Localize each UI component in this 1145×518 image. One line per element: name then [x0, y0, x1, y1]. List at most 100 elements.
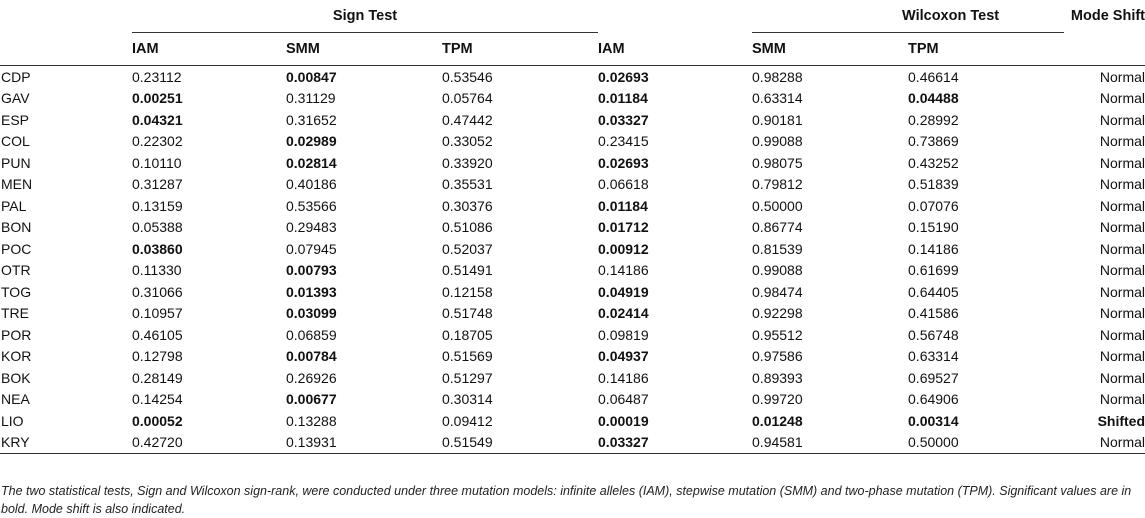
table-row: LIO 0.00052 0.13288 0.09412 0.00019 0.01248 0.…	[0, 410, 1145, 432]
wilcoxon-smm-value: 0.97586	[752, 348, 803, 365]
site-code: COL	[1, 133, 30, 150]
sign-iam-value: 0.31287	[132, 176, 183, 193]
sign-tpm-value: 0.33920	[442, 154, 493, 171]
sign-tpm-value: 0.52037	[442, 240, 493, 257]
wilcoxon-smm-value: 0.98288	[752, 68, 803, 85]
group-header-row: Sign Test Wilcoxon Test Mode Shift	[0, 0, 1145, 33]
results-table: Sign Test Wilcoxon Test Mode Shift IAM S…	[0, 0, 1145, 454]
sign-tpm-value: 0.51297	[442, 369, 493, 386]
wilcoxon-iam-value: 0.02414	[598, 305, 649, 322]
sign-smm-value: 0.02814	[286, 154, 337, 171]
sign-iam-value: 0.14254	[132, 391, 183, 408]
wilcoxon-smm-value: 0.90181	[752, 111, 803, 128]
mode-shift-value: Normal	[1099, 133, 1145, 150]
sign-iam-value: 0.12798	[132, 348, 183, 365]
wilcoxon-smm-value: 0.79812	[752, 176, 803, 193]
table-row: ESP 0.04321 0.31652 0.47442 0.03327 0.90181 0.…	[0, 109, 1145, 131]
wilcoxon-smm-value: 0.01248	[752, 412, 803, 429]
sign-iam-value: 0.05388	[132, 219, 183, 236]
wilcoxon-smm-value: 0.86774	[752, 219, 803, 236]
wilcoxon-tpm-value: 0.56748	[908, 326, 959, 343]
sign-tpm-value: 0.18705	[442, 326, 493, 343]
mode-shift-value: Shifted	[1097, 412, 1145, 429]
wilcoxon-iam-value: 0.09819	[598, 326, 649, 343]
sign-tpm-value: 0.33052	[442, 133, 493, 150]
sign-tpm-value: 0.12158	[442, 283, 493, 300]
wilcoxon-iam-value: 0.04919	[598, 283, 649, 300]
site-code: PUN	[1, 154, 31, 171]
wilcoxon-iam-value: 0.03327	[598, 431, 753, 454]
site-code: POR	[1, 326, 32, 343]
site-code: PAL	[1, 197, 27, 214]
sign-smm-value: 0.01393	[286, 283, 337, 300]
wilcoxon-iam-header: IAM	[598, 32, 753, 66]
sign-tpm-value: 0.51569	[442, 348, 493, 365]
wilcoxon-tpm-value: 0.43252	[908, 154, 959, 171]
table-row: POC 0.03860 0.07945 0.52037 0.00912 0.81539 0.…	[0, 238, 1145, 260]
mode-shift-value: Normal	[1099, 262, 1145, 279]
sign-iam-value: 0.11330	[132, 262, 182, 279]
sign-tpm-value: 0.51748	[442, 305, 493, 322]
wilcoxon-smm-value: 0.98075	[752, 154, 803, 171]
wilcoxon-tpm-value: 0.15190	[908, 219, 959, 236]
wilcoxon-iam-value: 0.04937	[598, 348, 649, 365]
wilcoxon-smm-value: 0.94581	[752, 431, 909, 454]
sign-iam-value: 0.22302	[132, 133, 183, 150]
mode-shift-value: Normal	[1099, 219, 1145, 236]
sign-smm-value: 0.00793	[286, 262, 337, 279]
site-code: BOK	[1, 369, 31, 386]
sign-smm-value: 0.00847	[286, 68, 337, 85]
sign-smm-value: 0.00784	[286, 348, 337, 365]
sign-tpm-value: 0.47442	[442, 111, 493, 128]
wilcoxon-tpm-value: 0.00314	[908, 412, 959, 429]
sign-iam-value: 0.31066	[132, 283, 183, 300]
table-body: CDP 0.23112 0.00847 0.53546 0.02693 0.98288 0.…	[0, 66, 1145, 454]
sign-smm-value: 0.00677	[286, 391, 337, 408]
wilcoxon-smm-value: 0.99088	[752, 262, 803, 279]
wilcoxon-iam-value: 0.01712	[598, 219, 649, 236]
mode-shift-value: Normal	[1099, 326, 1145, 343]
wilcoxon-tpm-value: 0.41586	[908, 305, 959, 322]
sign-iam-value: 0.04321	[132, 111, 183, 128]
wilcoxon-tpm-value: 0.50000	[908, 431, 1065, 454]
site-code: NEA	[1, 391, 30, 408]
wilcoxon-iam-value: 0.03327	[598, 111, 649, 128]
site-code: CDP	[1, 68, 31, 85]
sign-tpm-value: 0.51086	[442, 219, 493, 236]
site-code: BON	[1, 219, 32, 236]
wilcoxon-smm-value: 0.81539	[752, 240, 803, 257]
wilcoxon-smm-value: 0.89393	[752, 369, 803, 386]
wilcoxon-tpm-value: 0.69527	[908, 369, 959, 386]
wilcoxon-smm-value: 0.50000	[752, 197, 803, 214]
mode-shift-value: Normal	[1099, 305, 1145, 322]
sign-iam-value: 0.10110	[132, 154, 182, 171]
wilcoxon-tpm-value: 0.51839	[908, 176, 959, 193]
wilcoxon-iam-value: 0.01184	[598, 197, 648, 214]
sign-iam-value: 0.03860	[132, 240, 183, 257]
mode-shift-value: Normal	[1099, 68, 1145, 85]
sign-smm-value: 0.13288	[286, 412, 337, 429]
sign-tpm-value: 0.30376	[442, 197, 493, 214]
wilcoxon-iam-value: 0.00912	[598, 240, 649, 257]
table-row: NEA 0.14254 0.00677 0.30314 0.06487 0.99720 0.…	[0, 389, 1145, 411]
table-row: CDP 0.23112 0.00847 0.53546 0.02693 0.98288 0.…	[0, 66, 1145, 88]
site-code: POC	[1, 240, 32, 257]
wilcoxon-tpm-value: 0.04488	[908, 90, 959, 107]
wilcoxon-iam-value: 0.06618	[598, 176, 649, 193]
wilcoxon-smm-value: 0.98474	[752, 283, 803, 300]
sign-smm-value: 0.29483	[286, 219, 337, 236]
sign-tpm-value: 0.51491	[442, 262, 493, 279]
sign-iam-value: 0.28149	[132, 369, 183, 386]
wilcoxon-tpm-value: 0.14186	[908, 240, 959, 257]
site-code: KOR	[1, 348, 32, 365]
table-row: PUN 0.10110 0.02814 0.33920 0.02693 0.98075 0.…	[0, 152, 1145, 174]
sign-iam-value: 0.00052	[132, 412, 183, 429]
sign-tpm-value: 0.09412	[442, 412, 493, 429]
sign-smm-header: SMM	[286, 32, 442, 66]
table-row: TOG 0.31066 0.01393 0.12158 0.04919 0.98474 0.…	[0, 281, 1145, 303]
site-code: GAV	[1, 90, 30, 107]
mode-shift-value: Normal	[1099, 391, 1145, 408]
wilcoxon-iam-value: 0.02693	[598, 154, 649, 171]
wilcoxon-smm-value: 0.95512	[752, 326, 803, 343]
